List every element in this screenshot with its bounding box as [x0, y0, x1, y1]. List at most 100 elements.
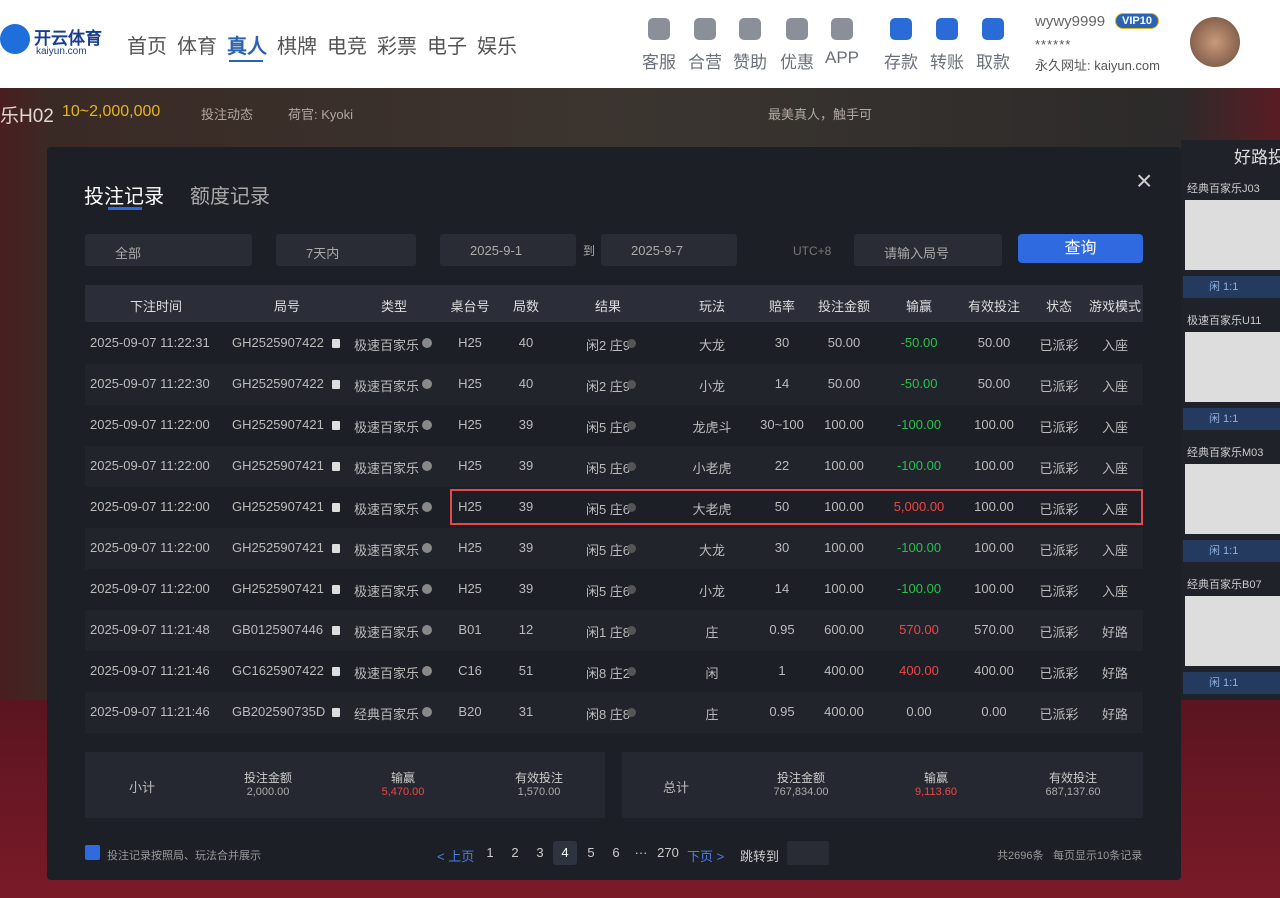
info-dot[interactable] [627, 585, 636, 594]
nav-icon-label[interactable]: 合营 [688, 53, 722, 72]
nav-icon[interactable] [694, 18, 716, 40]
info-dot[interactable] [422, 584, 432, 594]
nav-item[interactable]: 体育 [177, 36, 217, 58]
copy-icon[interactable] [332, 626, 340, 635]
nav-icon[interactable] [936, 18, 958, 40]
info-dot[interactable] [627, 339, 636, 348]
cell: H25 [458, 458, 482, 473]
side-table-name[interactable]: 经典百家乐J03 [1187, 183, 1260, 195]
info-dot[interactable] [422, 420, 432, 430]
info-dot[interactable] [627, 667, 636, 676]
info-dot[interactable] [422, 502, 432, 512]
odds-label[interactable]: 闲 1:1 [1183, 672, 1280, 694]
page-number[interactable]: ··· [634, 845, 648, 860]
info-dot[interactable] [422, 338, 432, 348]
page-number[interactable]: 6 [612, 845, 620, 860]
nav-icon[interactable] [890, 18, 912, 40]
bet-feed[interactable]: 投注动态 [201, 107, 254, 122]
nav-icon[interactable] [831, 18, 853, 40]
info-dot[interactable] [627, 380, 636, 389]
page-number[interactable]: 270 [657, 845, 679, 860]
close-button[interactable]: × [1136, 165, 1153, 196]
end-date[interactable]: 2025-9-7 [601, 234, 737, 266]
merge-label[interactable]: 投注记录按照局、玩法合并展示 [107, 850, 261, 862]
copy-icon[interactable] [332, 503, 340, 512]
info-dot[interactable] [422, 666, 432, 676]
start-date[interactable]: 2025-9-1 [440, 234, 576, 266]
cell: H25 [458, 376, 482, 391]
copy-icon[interactable] [332, 585, 340, 594]
page-number[interactable]: 5 [587, 845, 595, 860]
side-table-name[interactable]: 极速百家乐U11 [1187, 315, 1262, 327]
nav-icon-label[interactable]: 赞助 [733, 53, 767, 72]
logo[interactable]: 开云体育 [34, 29, 102, 48]
merge-checkbox[interactable] [85, 845, 100, 860]
cell: 39 [518, 458, 534, 473]
summary-item-value: 1,570.00 [517, 786, 561, 798]
page-number[interactable]: 4 [553, 841, 577, 865]
cell: 闲1 庄8 [585, 625, 631, 640]
nav-icon-label[interactable]: 存款 [884, 53, 918, 72]
copy-icon[interactable] [332, 380, 340, 389]
nav-item[interactable]: 真人 [227, 36, 267, 58]
type-select[interactable]: 全部 [85, 234, 252, 266]
side-table-name[interactable]: 经典百家乐M03 [1187, 447, 1264, 459]
info-dot[interactable] [422, 543, 432, 553]
copy-icon[interactable] [332, 667, 340, 676]
info-dot[interactable] [422, 707, 432, 717]
nav-item[interactable]: 电竞 [327, 36, 367, 58]
nav-item[interactable]: 首页 [127, 36, 167, 58]
nav-item[interactable]: 棋牌 [277, 36, 317, 58]
page-number[interactable]: 3 [536, 845, 544, 860]
nav-icon[interactable] [739, 18, 761, 40]
info-dot[interactable] [422, 379, 432, 389]
page-number[interactable]: 1 [486, 845, 494, 860]
nav-icon[interactable] [982, 18, 1004, 40]
jump-input[interactable] [787, 841, 829, 865]
page-number[interactable]: 2 [511, 845, 519, 860]
nav-icon-label[interactable]: 转账 [930, 53, 964, 72]
column-header: 类型 [380, 299, 407, 314]
search-button[interactable]: 查询 [1018, 234, 1143, 263]
info-dot[interactable] [627, 503, 636, 512]
nav-underline [229, 60, 263, 62]
copy-icon[interactable] [332, 544, 340, 553]
nav-icon[interactable] [648, 18, 670, 40]
info-dot[interactable] [422, 461, 432, 471]
logo-icon[interactable] [0, 24, 30, 54]
summary-item-label: 有效投注 [1048, 771, 1097, 785]
info-dot[interactable] [627, 544, 636, 553]
tab[interactable]: 额度记录 [190, 186, 270, 208]
info-dot[interactable] [422, 625, 432, 635]
copy-icon[interactable] [332, 421, 340, 430]
nav-icon[interactable] [786, 18, 808, 40]
info-dot[interactable] [627, 421, 636, 430]
tab[interactable]: 投注记录 [84, 186, 164, 208]
nav-icon-label[interactable]: 客服 [642, 53, 676, 72]
side-table-name[interactable]: 经典百家乐B07 [1187, 579, 1262, 591]
copy-icon[interactable] [332, 339, 340, 348]
round-input[interactable]: 请输入局号 [854, 234, 1002, 266]
nav-icon-label[interactable]: 优惠 [780, 53, 814, 72]
info-dot[interactable] [627, 462, 636, 471]
prev-page[interactable]: < 上页 [437, 849, 475, 864]
cell: 闲2 庄9 [585, 379, 631, 394]
cell: 闲5 庄6 [585, 584, 631, 599]
odds-label[interactable]: 闲 1:1 [1183, 540, 1280, 562]
info-dot[interactable] [627, 708, 636, 717]
copy-icon[interactable] [332, 708, 340, 717]
avatar[interactable] [1190, 17, 1240, 67]
next-page[interactable]: 下页 > [687, 849, 725, 864]
cell: 100.00 [974, 499, 1014, 514]
nav-item[interactable]: 娱乐 [477, 36, 517, 58]
nav-item[interactable]: 电子 [427, 36, 467, 58]
filter-value: 2025-9-7 [631, 243, 684, 258]
odds-label[interactable]: 闲 1:1 [1183, 276, 1280, 298]
nav-icon-label[interactable]: APP [824, 48, 860, 67]
range-select[interactable]: 7天内 [276, 234, 416, 266]
nav-icon-label[interactable]: 取款 [976, 53, 1010, 72]
copy-icon[interactable] [332, 462, 340, 471]
info-dot[interactable] [627, 626, 636, 635]
odds-label[interactable]: 闲 1:1 [1183, 408, 1280, 430]
nav-item[interactable]: 彩票 [377, 36, 417, 58]
